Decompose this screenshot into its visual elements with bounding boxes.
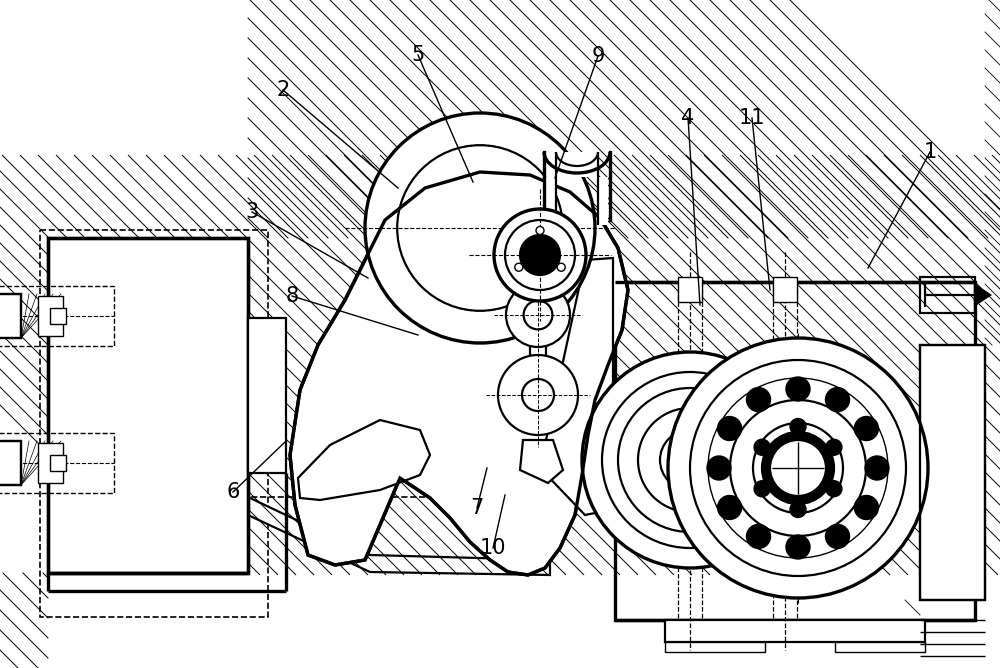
Bar [248,318,286,473]
Circle shape [746,387,770,411]
Circle shape [854,496,878,520]
Circle shape [707,456,731,480]
Circle shape [498,355,578,435]
Circle shape [515,263,523,271]
Bar [48,238,248,573]
Bar [38,443,63,483]
Circle shape [753,423,843,513]
Circle shape [718,496,742,520]
Circle shape [582,352,798,568]
Circle shape [826,524,850,548]
Circle shape [718,417,742,440]
Bar [0,433,114,493]
Text: 3: 3 [245,202,259,222]
Circle shape [494,209,586,301]
Circle shape [770,440,826,496]
Circle shape [865,456,889,480]
Circle shape [668,338,928,598]
Text: 6: 6 [226,482,240,502]
Text: 9: 9 [591,46,605,66]
Circle shape [754,481,770,497]
Bar [48,238,248,573]
Bar [665,642,765,652]
Circle shape [790,418,806,434]
Polygon shape [290,172,628,575]
Circle shape [762,432,834,504]
Circle shape [522,379,554,411]
Circle shape [520,235,560,275]
Polygon shape [975,285,990,305]
Bar [50,455,66,471]
Circle shape [506,283,570,347]
Text: 1: 1 [923,142,937,162]
Circle shape [770,440,826,496]
Bar [38,296,63,336]
Bar [0,294,21,338]
Circle shape [536,226,544,234]
Circle shape [854,417,878,440]
Bar [615,282,975,620]
Text: 5: 5 [411,45,425,65]
Text: 11: 11 [739,108,765,128]
Bar [920,345,985,600]
Bar [920,277,975,313]
Bar [0,294,21,338]
Circle shape [826,440,842,456]
Circle shape [790,502,806,518]
Bar [40,230,268,617]
Polygon shape [298,420,430,500]
Polygon shape [540,258,613,515]
Bar [835,642,925,652]
Circle shape [638,408,742,512]
Circle shape [708,378,888,558]
Circle shape [826,481,842,497]
Bar [678,277,702,302]
Circle shape [754,440,770,456]
Circle shape [618,388,762,532]
Circle shape [786,377,810,401]
Polygon shape [520,440,563,483]
Bar [0,286,114,346]
Bar [665,620,925,642]
Text: 8: 8 [285,286,299,306]
Circle shape [746,524,770,548]
Circle shape [505,220,575,290]
Bar [0,441,21,485]
Bar [0,441,21,485]
Circle shape [524,301,552,329]
Bar [50,308,66,324]
Circle shape [690,360,906,576]
Circle shape [660,430,720,490]
Polygon shape [248,497,550,575]
Bar [920,345,985,600]
Circle shape [786,535,810,559]
Circle shape [602,372,778,548]
Text: 2: 2 [276,80,290,100]
Circle shape [826,387,850,411]
Polygon shape [48,238,248,573]
Circle shape [730,400,866,536]
Circle shape [557,263,565,271]
Text: 4: 4 [681,108,695,128]
Text: 7: 7 [470,498,484,518]
Text: 10: 10 [480,538,506,558]
Polygon shape [546,152,608,225]
Circle shape [365,113,595,343]
Bar [773,277,797,302]
